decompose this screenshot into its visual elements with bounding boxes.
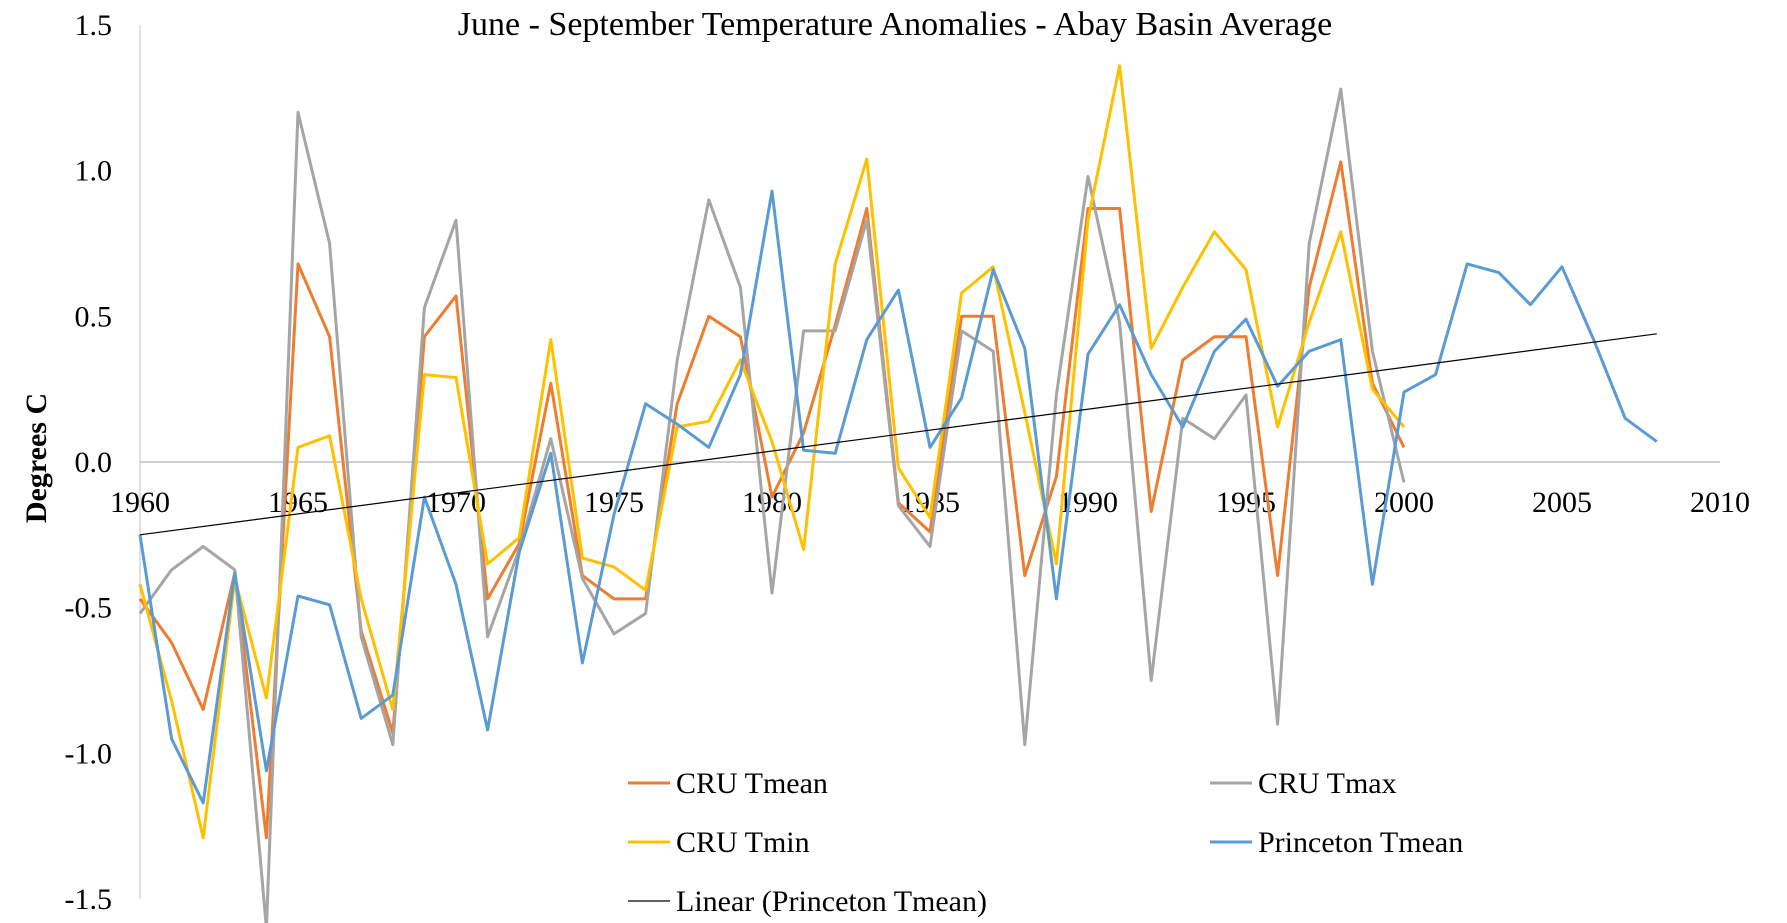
series-line-cru-tmin [138,64,1406,840]
legend-label: CRU Tmean [676,767,828,800]
y-tick-label: 1.0 [75,155,113,188]
series-layer [138,64,1658,923]
x-tick-label: 2010 [1690,486,1750,519]
y-tick-label: -1.5 [65,883,113,916]
y-axis-label: Degrees C [20,393,53,523]
x-tick-label: 2005 [1532,486,1592,519]
legend-label: CRU Tmin [676,826,810,859]
legend: CRU Tmean CRU Tmax CRU Tmin Princeton Tmean… [628,767,1463,918]
y-tick-label: 0.0 [75,446,113,479]
y-tick-label: 1.5 [75,9,113,42]
series-line-cru-tmax [138,87,1406,923]
y-tick-label: 0.5 [75,300,113,333]
chart-title: June - September Temperature Anomalies -… [458,6,1332,43]
trendline [139,333,1657,536]
y-tick-label: -0.5 [65,592,113,625]
y-tick-labels: 1.5 1.0 0.5 0.0 -0.5 -1.0 -1.5 [65,9,113,916]
series-line-princeton-tmean [138,189,1658,805]
x-tick-label: 1960 [110,486,170,519]
series-line-cru-tmean [138,160,1406,840]
y-tick-label: -1.0 [65,737,113,770]
legend-label: CRU Tmax [1258,767,1397,800]
legend-label: Princeton Tmean [1258,826,1463,859]
axes [139,25,1720,899]
x-tick-labels: 1960 1965 1970 1975 1980 1985 1990 1995 2000 2005… [110,486,1750,519]
legend-label: Linear (Princeton Tmean) [676,885,987,918]
